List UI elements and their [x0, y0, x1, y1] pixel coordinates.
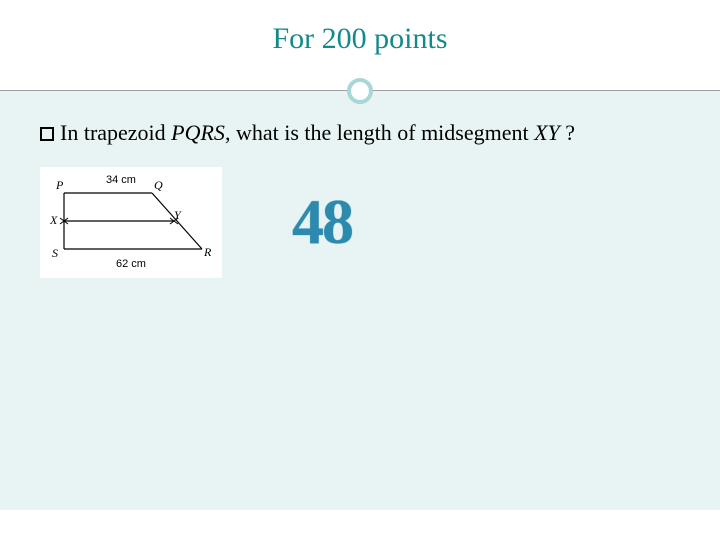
label-top: 34 cm [106, 174, 136, 186]
header: For 200 points [0, 0, 720, 90]
q-shape: PQRS [171, 120, 225, 145]
label-bottom: 62 cm [116, 258, 146, 269]
label-S: S [52, 246, 58, 260]
label-R: R [203, 245, 212, 259]
q-mid: , what is the length of midsegment [225, 120, 534, 145]
answer-value: 48 [292, 185, 352, 259]
q-prefix: In trapezoid [60, 120, 171, 145]
slide: For 200 points In trapezoid PQRS, what i… [0, 0, 720, 540]
q-segment: XY [534, 120, 560, 145]
label-X: X [49, 213, 58, 227]
label-Q: Q [154, 178, 163, 192]
body: In trapezoid PQRS, what is the length of… [0, 91, 720, 510]
bullet-icon [40, 127, 54, 141]
question-text: In trapezoid PQRS, what is the length of… [40, 117, 680, 149]
label-P: P [55, 178, 64, 192]
circle-ornament-icon [347, 78, 373, 104]
content-row: P 34 cm Q X Y S 62 cm R [40, 167, 680, 278]
slide-title: For 200 points [0, 22, 720, 56]
trapezoid-figure: P 34 cm Q X Y S 62 cm R [40, 167, 222, 278]
footer [0, 510, 720, 540]
trapezoid-svg: P 34 cm Q X Y S 62 cm R [46, 171, 216, 269]
q-suffix: ? [560, 120, 575, 145]
